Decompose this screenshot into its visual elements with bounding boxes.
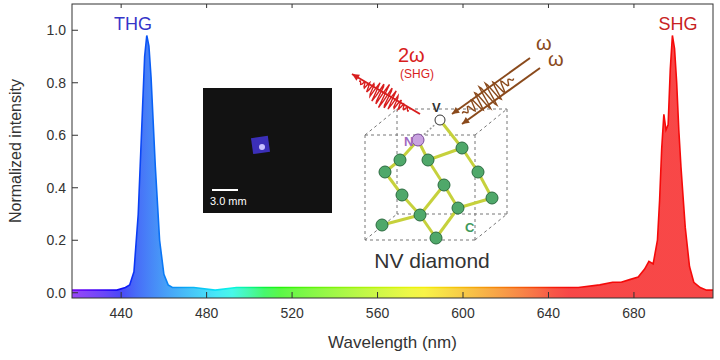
carbon-atom bbox=[394, 154, 406, 166]
x-tick bbox=[463, 292, 464, 298]
n-label: N bbox=[404, 134, 413, 149]
cell-edge bbox=[507, 109, 508, 214]
crystal-diagram bbox=[365, 109, 507, 244]
photo-inset bbox=[203, 88, 332, 213]
scale-bar bbox=[212, 189, 238, 191]
cell-edge bbox=[475, 214, 507, 240]
y-tick bbox=[72, 187, 78, 188]
x-tick-top bbox=[633, 4, 634, 8]
cell-edge bbox=[365, 240, 475, 241]
carbon-atom bbox=[452, 202, 464, 214]
x-tick bbox=[121, 292, 122, 298]
x-tick bbox=[377, 292, 378, 298]
x-tick-top bbox=[463, 4, 464, 8]
x-tick-top bbox=[292, 4, 293, 8]
fundamental-arrow-1 bbox=[452, 58, 530, 114]
carbon-atom bbox=[396, 189, 408, 201]
carbon-atom bbox=[456, 142, 468, 154]
plot-frame bbox=[72, 4, 713, 298]
x-tick-label: 680 bbox=[622, 305, 646, 321]
photo-spot bbox=[259, 144, 265, 150]
x-tick bbox=[206, 292, 207, 298]
x-tick-top bbox=[121, 4, 122, 8]
cell-edge bbox=[475, 135, 476, 240]
y-tick bbox=[72, 135, 78, 136]
carbon-atom bbox=[376, 219, 388, 231]
omega-label-2: ω bbox=[548, 48, 564, 70]
plot-area bbox=[72, 36, 713, 299]
c-label: C bbox=[465, 220, 475, 235]
x-tick-label: 440 bbox=[109, 305, 133, 321]
x-axis-label: Wavelength (nm) bbox=[328, 333, 457, 352]
cell-edge bbox=[475, 109, 507, 135]
photo-crystal bbox=[251, 136, 270, 154]
x-tick-label: 640 bbox=[537, 305, 561, 321]
carbon-atom bbox=[472, 166, 484, 178]
shg-omega-label: 2ω bbox=[398, 44, 425, 66]
y-tick-label: 0.0 bbox=[47, 285, 67, 301]
nv-diamond-label: NV diamond bbox=[374, 249, 490, 272]
scale-bar-label: 3.0 mm bbox=[210, 195, 247, 207]
y-tick bbox=[72, 82, 78, 83]
x-tick-label: 520 bbox=[280, 305, 304, 321]
y-tick bbox=[72, 240, 78, 241]
carbon-atom bbox=[430, 232, 442, 244]
spectrum-area bbox=[72, 36, 713, 299]
thg-label: THG bbox=[114, 14, 152, 34]
chart: 440 480 520 560 600 640 680 0.0 0.2 0.4 0.6 0.8 1.0 W… bbox=[0, 0, 720, 360]
x-tick-label: 600 bbox=[451, 305, 475, 321]
cell-edge bbox=[365, 109, 397, 135]
y-axis-label: Normalized intensity bbox=[7, 79, 24, 223]
y-tick-label: 0.2 bbox=[47, 232, 67, 248]
carbon-atom bbox=[414, 209, 426, 221]
x-tick-label: 560 bbox=[366, 305, 390, 321]
y-tick-label: 0.6 bbox=[47, 127, 67, 143]
x-tick bbox=[292, 292, 293, 298]
x-tick bbox=[548, 292, 549, 298]
cell-edge bbox=[365, 214, 397, 240]
fundamental-wave bbox=[455, 68, 520, 124]
y-tick bbox=[72, 292, 78, 293]
x-tick-label: 480 bbox=[195, 305, 219, 321]
cell-edge bbox=[365, 135, 366, 240]
x-tick-top bbox=[206, 4, 207, 8]
shg-arrow-head bbox=[352, 74, 360, 81]
spectrum-line bbox=[72, 36, 713, 291]
vacancy bbox=[435, 115, 445, 125]
fundamental-arrow-1-head bbox=[452, 107, 460, 114]
x-tick-top bbox=[548, 4, 549, 8]
x-tick-top bbox=[377, 4, 378, 8]
carbon-atom bbox=[486, 192, 498, 204]
shg-tag-label: (SHG) bbox=[400, 67, 434, 81]
y-tick-label: 0.4 bbox=[47, 180, 67, 196]
y-tick-label: 0.8 bbox=[47, 75, 67, 91]
carbon-atom bbox=[422, 154, 434, 166]
fundamental-arrow-2 bbox=[462, 68, 540, 124]
x-tick bbox=[633, 292, 634, 298]
shg-label: SHG bbox=[658, 14, 697, 34]
fundamental-arrow-2-head bbox=[462, 117, 470, 124]
y-tick bbox=[72, 30, 78, 31]
carbon-atom bbox=[438, 179, 450, 191]
carbon-atom bbox=[379, 166, 391, 178]
nitrogen-atom bbox=[412, 134, 424, 146]
y-tick-label: 1.0 bbox=[47, 22, 67, 38]
v-label: V bbox=[432, 100, 441, 115]
